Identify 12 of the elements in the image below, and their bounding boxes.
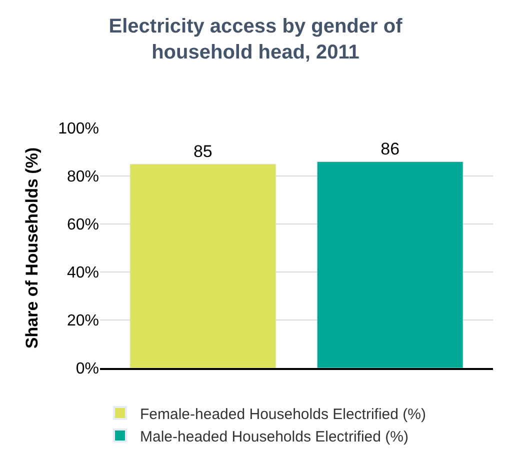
chart-title: Electricity access by gender of household head, 2011 xyxy=(108,15,403,64)
y-tick-label: 0% xyxy=(76,360,99,378)
y-tick-label: 100% xyxy=(58,120,99,138)
y-axis-title: Share of Households (%) xyxy=(22,147,42,349)
y-tick-label: 40% xyxy=(66,264,99,282)
data-label: 85 xyxy=(193,142,212,161)
data-label: 86 xyxy=(380,140,400,159)
y-tick-label: 20% xyxy=(66,312,99,330)
legend-label: Female-headed Households Electrified (%) xyxy=(140,406,426,423)
y-tick-label: 80% xyxy=(66,168,99,186)
y-tick-label: 60% xyxy=(66,216,99,234)
legend-label: Male-headed Households Electrified (%) xyxy=(140,428,408,446)
